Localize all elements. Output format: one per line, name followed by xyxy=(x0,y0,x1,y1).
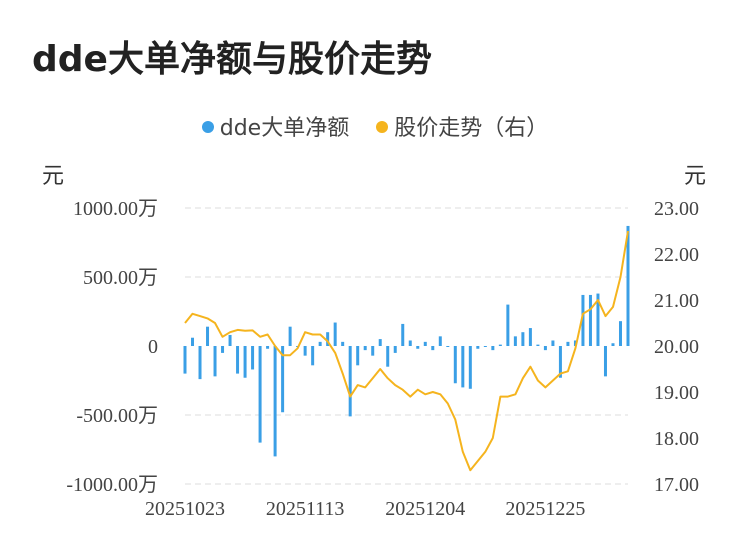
bar xyxy=(228,334,232,346)
bar xyxy=(453,346,457,384)
bar xyxy=(386,346,390,367)
bar xyxy=(206,326,210,346)
bar xyxy=(423,341,427,346)
bar xyxy=(326,332,330,346)
bar xyxy=(513,336,517,346)
legend-item-dde[interactable]: dde大单净额 xyxy=(201,110,350,142)
x-tick-label: 20251023 xyxy=(145,498,225,520)
bar xyxy=(281,346,285,413)
legend-label-dde: dde大单净额 xyxy=(219,116,350,141)
legend-dot-price xyxy=(376,121,389,133)
right-tick-label: 22.00 xyxy=(654,244,699,266)
bar xyxy=(371,346,375,356)
x-tick-label: 20251204 xyxy=(385,498,465,520)
bar xyxy=(468,346,472,389)
legend-item-price[interactable]: 股价走势（右） xyxy=(376,110,548,142)
left-tick-label: 1000.00万 xyxy=(73,198,158,220)
bar xyxy=(536,344,540,346)
bar xyxy=(288,326,292,346)
legend-dot-dde xyxy=(201,121,214,133)
price-line xyxy=(184,230,629,472)
bar xyxy=(251,346,255,370)
bar xyxy=(521,332,525,346)
bar xyxy=(311,346,315,366)
bar xyxy=(333,322,337,346)
chart-title: dde大单净额与股价走势 xyxy=(32,39,432,80)
right-axis-unit: 元 xyxy=(684,164,707,189)
bar xyxy=(528,328,532,346)
bar xyxy=(461,346,465,388)
bar xyxy=(611,343,615,346)
bar xyxy=(266,346,270,349)
x-tick-label: 20251113 xyxy=(266,498,345,520)
bar xyxy=(498,344,502,346)
bar xyxy=(438,336,442,346)
bar xyxy=(183,346,187,374)
bar xyxy=(618,321,622,346)
legend-label-price: 股价走势（右） xyxy=(394,116,549,141)
bar xyxy=(258,346,262,443)
bar xyxy=(356,346,360,366)
left-tick-label: -1000.00万 xyxy=(66,474,158,496)
bar xyxy=(558,346,562,378)
bar xyxy=(341,341,345,346)
bar xyxy=(408,340,412,346)
bar xyxy=(401,323,405,346)
x-tick-label: 20251225 xyxy=(505,498,585,520)
bar xyxy=(431,346,435,351)
legend: dde大单净额 股价走势（右） xyxy=(0,110,750,142)
bar xyxy=(221,346,225,353)
right-tick-label: 23.00 xyxy=(654,198,699,220)
bar xyxy=(596,293,600,346)
bar xyxy=(236,346,240,374)
left-tick-label: 0 xyxy=(148,336,158,358)
bar xyxy=(483,346,487,347)
bar xyxy=(626,225,630,346)
left-tick-label: -500.00万 xyxy=(76,405,158,427)
bar xyxy=(543,346,547,351)
bar xyxy=(581,294,585,346)
bar xyxy=(191,337,195,346)
bar xyxy=(363,346,367,351)
bar xyxy=(506,304,510,346)
right-tick-label: 19.00 xyxy=(654,382,699,404)
bar xyxy=(243,346,247,378)
bar xyxy=(573,340,577,346)
bar xyxy=(416,346,420,349)
bar xyxy=(491,346,495,351)
bar xyxy=(318,341,322,346)
bar xyxy=(603,346,607,377)
left-axis-unit: 元 xyxy=(42,164,65,189)
right-tick-label: 21.00 xyxy=(654,290,699,312)
bar xyxy=(588,294,592,346)
bar xyxy=(393,346,397,353)
bar xyxy=(303,346,307,356)
bar xyxy=(273,346,277,457)
right-tick-label: 17.00 xyxy=(654,474,699,496)
right-tick-label: 20.00 xyxy=(654,336,699,358)
bar xyxy=(198,346,202,380)
bar xyxy=(348,346,352,417)
bar xyxy=(378,339,382,346)
left-tick-label: 500.00万 xyxy=(83,267,158,289)
bar xyxy=(551,340,555,346)
bar xyxy=(213,346,217,377)
bar xyxy=(566,341,570,346)
bar xyxy=(476,346,480,349)
right-tick-label: 18.00 xyxy=(654,428,699,450)
bar xyxy=(446,346,450,347)
